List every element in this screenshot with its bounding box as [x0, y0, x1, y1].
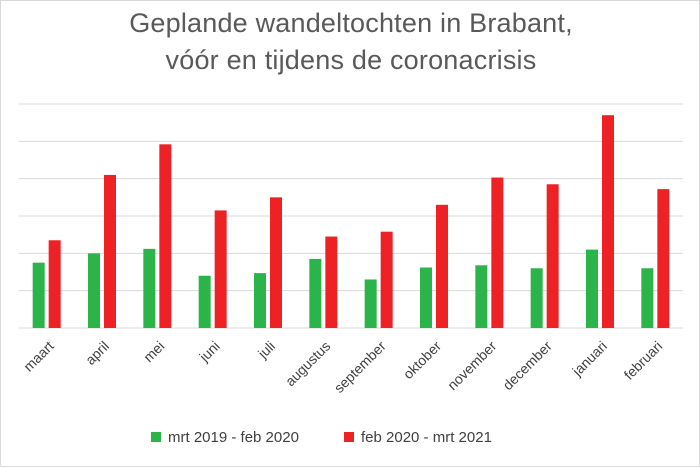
bar-series1-maart	[32, 262, 45, 328]
bar-series2-februari	[657, 189, 670, 328]
x-tick-label: september	[331, 338, 389, 396]
bar-series1-juli	[254, 273, 266, 328]
x-tick-label: november	[444, 338, 500, 394]
bar-series2-mei	[159, 144, 172, 328]
bar-series2-oktober	[436, 204, 448, 328]
bar-series2-januari	[602, 115, 614, 328]
bar-series1-april	[88, 253, 100, 328]
bar-series1-juni	[198, 275, 211, 328]
bar-series2-september	[380, 231, 393, 328]
x-tick-label: juni	[195, 338, 222, 365]
bar-series1-februari	[641, 268, 654, 328]
gridlines	[19, 103, 683, 329]
x-tick-label: mei	[140, 338, 167, 365]
legend-swatch	[344, 432, 354, 442]
x-tick-label: oktober	[400, 338, 445, 383]
bar-series2-december	[546, 184, 559, 328]
x-tick-label: augustus	[282, 338, 333, 389]
x-tick-label: april	[82, 338, 112, 368]
legend: mrt 2019 - feb 2020 feb 2020 - mrt 2021	[151, 429, 492, 446]
bar-series2-maart	[48, 240, 61, 328]
chart-title-line-2: vóór en tijdens de coronacrisis	[165, 45, 537, 75]
bar-series2-juli	[270, 197, 282, 328]
x-tick-label: januari	[568, 338, 610, 380]
bar-series1-mei	[143, 248, 156, 328]
chart-title-line-1: Geplande wandeltochten in Brabant,	[129, 8, 573, 38]
bar-series1-december	[530, 268, 543, 328]
bar-series2-april	[104, 174, 116, 328]
bar-series1-augustus	[309, 258, 322, 328]
bar-series1-oktober	[420, 267, 432, 328]
x-tick-label: maart	[20, 338, 57, 375]
bar-series2-november	[491, 177, 504, 328]
legend-label: feb 2020 - mrt 2021	[361, 429, 492, 446]
legend-swatch	[151, 432, 161, 442]
x-tick-label: juli	[254, 338, 278, 362]
bar-series1-september	[364, 279, 377, 328]
bar-series2-juni	[214, 210, 227, 328]
bar-series1-november	[475, 265, 488, 328]
legend-label: mrt 2019 - feb 2020	[168, 429, 299, 446]
bar-series1-januari	[586, 249, 598, 328]
bars	[32, 115, 670, 328]
bar-series2-augustus	[325, 236, 338, 328]
x-tick-label: februari	[621, 338, 666, 383]
x-tick-label: december	[499, 338, 555, 394]
